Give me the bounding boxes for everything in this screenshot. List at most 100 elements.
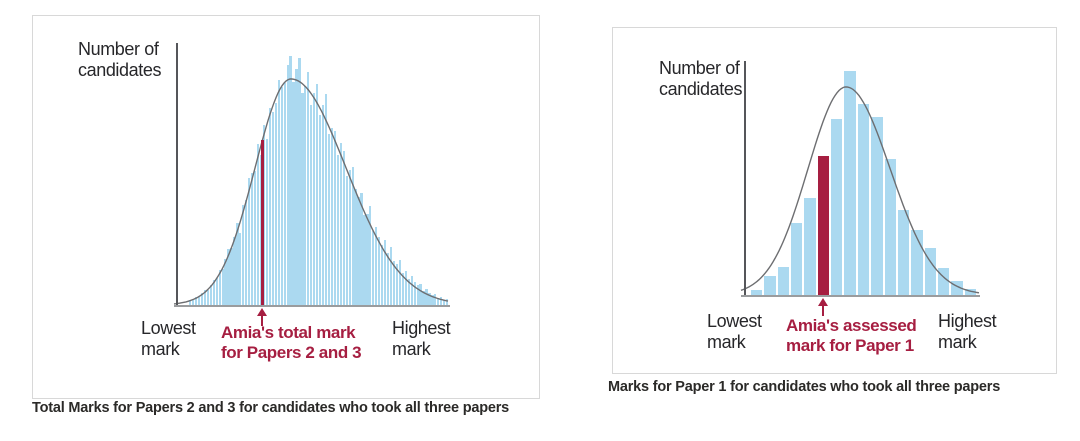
histogram-bar	[434, 294, 437, 305]
histogram-bar	[407, 278, 410, 305]
highlight-bar	[817, 155, 830, 295]
histogram-bar	[292, 82, 295, 305]
histogram-bar	[342, 151, 345, 305]
chart-area-paper1: Number of candidates Lowest mark Highest…	[612, 27, 1057, 374]
histogram-bar	[401, 273, 404, 305]
histogram-bar	[268, 108, 272, 305]
histogram-bar	[404, 270, 407, 305]
histogram-bar	[804, 198, 816, 295]
histogram-bar	[410, 275, 413, 305]
histogram-bar	[844, 71, 856, 295]
histogram-bar	[321, 104, 325, 305]
histogram-bar	[369, 205, 372, 305]
histogram-bar	[372, 231, 375, 305]
histogram-bar	[416, 285, 419, 305]
y-axis-label: Number of candidates	[78, 39, 162, 80]
histogram-bar	[378, 236, 381, 305]
arrow-up-icon	[257, 308, 267, 316]
histogram-bar	[360, 193, 363, 305]
histogram-bar	[236, 223, 239, 305]
x-axis	[741, 295, 980, 297]
x-axis-label-highest: Highest mark	[938, 311, 997, 352]
annotation-amia-total-mark: Amia's total mark for Papers 2 and 3	[221, 323, 362, 362]
histogram-bar	[354, 189, 357, 305]
histogram-bar	[351, 166, 354, 305]
histogram-bar	[386, 252, 390, 305]
histogram-bar	[363, 214, 366, 305]
histogram-bar	[422, 290, 425, 305]
histogram-bar	[389, 247, 393, 305]
histogram-bar	[233, 237, 236, 305]
histogram-bar	[239, 232, 242, 305]
histogram-bar	[330, 127, 334, 305]
histogram-bar	[897, 210, 910, 295]
histogram-bar	[286, 64, 289, 305]
y-axis	[176, 43, 178, 306]
histogram-bar	[348, 170, 351, 305]
histogram-bar	[831, 118, 843, 295]
histogram-bar	[937, 267, 950, 295]
histogram-bar	[274, 103, 277, 305]
histogram-bar	[271, 112, 274, 305]
histogram-bar	[295, 68, 298, 305]
histogram-bar	[339, 143, 342, 305]
histogram-bar	[357, 197, 360, 305]
histogram-bar	[911, 230, 923, 295]
histogram-bar	[280, 87, 283, 305]
histogram-bar	[301, 93, 304, 305]
x-axis-label-highest: Highest mark	[392, 318, 451, 359]
chart-area-papers23: Number of candidates Lowest mark Highest…	[32, 15, 540, 399]
histogram-bar	[224, 258, 227, 305]
x-axis-label-lowest: Lowest mark	[141, 318, 196, 359]
histogram-bar	[316, 84, 319, 305]
histogram-bar	[375, 226, 378, 305]
arrow-stem	[821, 305, 825, 316]
histogram-bar	[221, 269, 224, 305]
histogram-bar	[431, 295, 434, 305]
figure-caption: Total Marks for Papers 2 and 3 for candi…	[32, 400, 510, 416]
y-axis	[744, 61, 746, 296]
histogram-bar	[256, 144, 260, 305]
marker-arrow-icon	[257, 308, 267, 326]
histogram-bar	[381, 245, 384, 305]
histogram-bar	[307, 71, 310, 305]
histogram-bar	[324, 93, 328, 305]
histogram-bar	[265, 139, 269, 305]
histogram-bar	[194, 297, 198, 305]
annotation-amia-assessed-mark: Amia's assessed mark for Paper 1	[786, 316, 917, 355]
figure-caption: Marks for Paper 1 for candidates who too…	[608, 379, 1001, 395]
histogram-bar	[395, 263, 399, 305]
histogram-bar	[392, 261, 396, 305]
histogram-bar	[230, 248, 233, 305]
histogram-bar	[209, 284, 212, 305]
histogram-bar	[425, 288, 428, 305]
histogram-bar	[437, 297, 440, 305]
histogram-bar	[289, 56, 292, 305]
histogram-bar	[428, 293, 431, 305]
histogram	[751, 28, 978, 295]
histogram-bar	[871, 116, 883, 295]
y-axis-label: Number of candidates	[659, 58, 743, 99]
histogram-bar	[398, 260, 402, 305]
marker-arrow-icon	[818, 298, 828, 316]
amia-mark-line	[260, 139, 264, 305]
histogram-bar	[203, 290, 207, 305]
histogram-bar	[212, 280, 215, 305]
histogram-bar	[884, 159, 896, 295]
x-axis-label-lowest: Lowest mark	[707, 311, 762, 352]
histogram-bar	[327, 133, 331, 305]
histogram-bar	[384, 239, 387, 305]
histogram-bar	[791, 223, 803, 295]
histogram-bar	[298, 57, 301, 305]
histogram-bar	[313, 93, 316, 305]
arrow-up-icon	[818, 298, 828, 306]
histogram-bar	[277, 79, 280, 305]
histogram-bar	[310, 105, 313, 305]
histogram-bar	[319, 114, 322, 305]
histogram-bar	[227, 249, 230, 305]
histogram-bar	[857, 103, 870, 295]
histogram-bar	[248, 177, 251, 305]
histogram-bar	[245, 199, 248, 305]
histogram-bar	[283, 83, 286, 305]
